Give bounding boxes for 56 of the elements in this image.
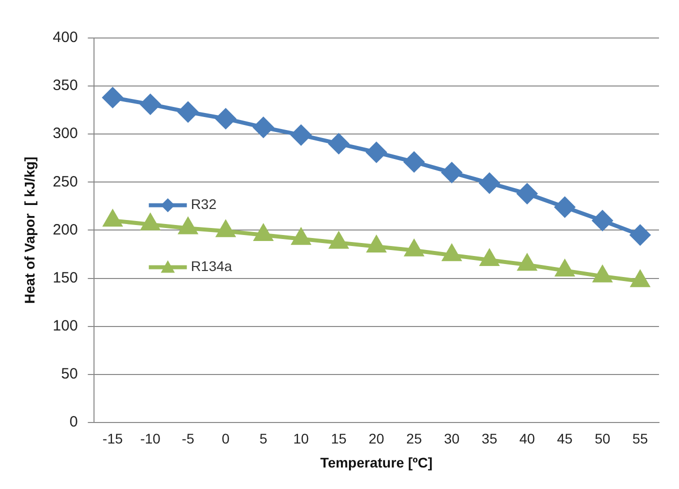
x-tick-label: 15 (330, 430, 347, 447)
point (479, 173, 500, 194)
point (292, 228, 310, 245)
x-tick-label: 30 (444, 430, 460, 447)
x-tick-label: 35 (482, 430, 498, 447)
x-tick-label: 10 (293, 430, 310, 447)
x-tick-label: 45 (557, 430, 573, 447)
point (405, 240, 424, 256)
x-tick-label: 25 (406, 430, 422, 447)
y-tick-label: 0 (69, 414, 78, 431)
y-tick-label: 50 (61, 365, 78, 382)
point (518, 254, 536, 271)
point (442, 245, 461, 262)
y-tick-label: 400 (52, 29, 78, 46)
y-tick-label: 100 (52, 317, 78, 334)
y-tick-label: 250 (52, 173, 78, 190)
y-axis-title: Heat of Vapor [ kJ/kg] (21, 156, 38, 304)
legend-label: R32 (190, 196, 217, 212)
point (594, 266, 612, 282)
point (216, 221, 235, 238)
point (442, 162, 462, 183)
point (102, 88, 123, 108)
point (104, 210, 122, 227)
x-tick-label: -15 (102, 430, 123, 447)
point (517, 184, 538, 204)
point (480, 250, 498, 266)
x-tick-label: -10 (140, 430, 161, 447)
x-axis-title: Temperature [ºC] (320, 454, 433, 470)
point (631, 271, 650, 288)
legend-label: R134a (190, 258, 232, 274)
x-tick-label: 20 (368, 430, 384, 447)
point (554, 197, 575, 218)
point (178, 102, 198, 122)
y-tick-label: 150 (52, 269, 78, 286)
y-tick-label: 300 (52, 125, 78, 142)
point (141, 214, 160, 230)
point (556, 260, 574, 277)
x-tick-label: 0 (222, 430, 230, 447)
x-tick-label: 5 (259, 430, 268, 447)
y-tick-label: 200 (52, 221, 78, 238)
point (330, 232, 348, 249)
point (254, 225, 272, 242)
x-tick-label: 50 (594, 430, 610, 447)
x-tick-label: 40 (519, 430, 536, 447)
x-tick-label: 55 (632, 430, 648, 447)
point (253, 117, 274, 138)
point (328, 134, 349, 154)
point (216, 108, 236, 129)
point (140, 94, 160, 114)
point (291, 125, 312, 146)
point (367, 236, 386, 253)
x-tick-label: -5 (182, 430, 194, 447)
y-tick-label: 350 (52, 77, 78, 94)
point (404, 152, 424, 172)
point (179, 218, 197, 234)
point (366, 142, 386, 162)
